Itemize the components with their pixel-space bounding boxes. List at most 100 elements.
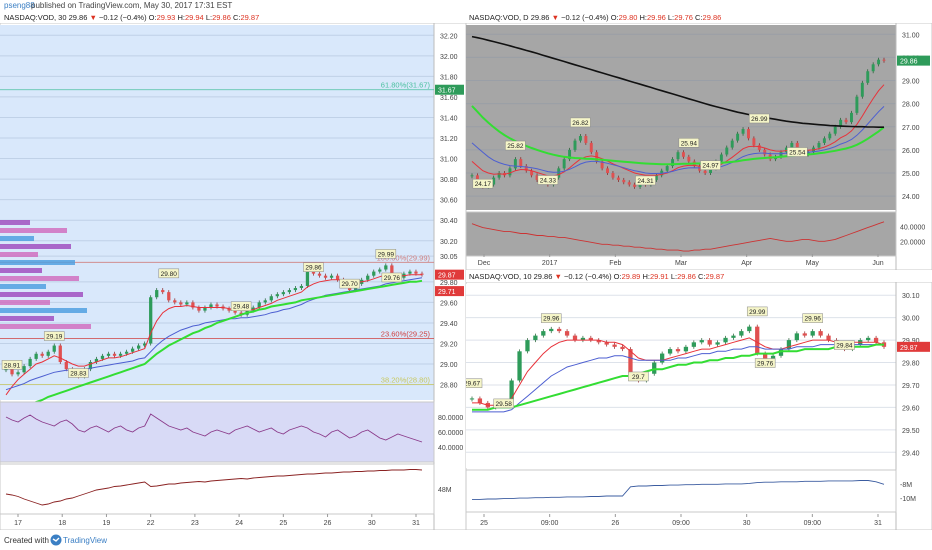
candle-body: [681, 152, 685, 157]
candle-body: [335, 275, 340, 280]
candle-body: [384, 265, 388, 270]
price-flag-label: 25.94: [681, 140, 698, 147]
candle-body: [741, 129, 745, 134]
candle-body: [871, 64, 875, 72]
y-tick-label: 29.00: [902, 79, 920, 86]
y-tick-label: 30.40: [440, 218, 458, 225]
price-flag-label: 29.96: [543, 316, 560, 323]
tradingview-logo-icon: [50, 534, 62, 546]
candle-body: [311, 271, 316, 274]
right-top-chart[interactable]: 31.0030.0029.0028.0027.0026.0025.0024.00…: [466, 23, 932, 270]
y-tick-label: 32.00: [440, 54, 458, 61]
candle-body: [378, 269, 382, 272]
candle-body: [293, 288, 298, 291]
right-top-open: 29.80: [618, 13, 638, 22]
series-line-ema-green: [471, 105, 885, 166]
right-top-symbol[interactable]: NASDAQ:VOD, D: [469, 13, 529, 22]
candle-body: [578, 136, 582, 141]
y-tick-label: 30.80: [440, 177, 458, 184]
price-flag-label: 29.67: [466, 381, 481, 388]
candle-body: [524, 166, 528, 171]
candle-body: [850, 112, 853, 123]
candle-body: [263, 300, 267, 303]
x-tick-label: Jun: [872, 260, 883, 267]
y-tick-label: 31.20: [440, 136, 458, 143]
x-tick-label: 09:00: [672, 520, 690, 527]
candle-body: [299, 285, 304, 289]
candle-body: [10, 369, 14, 375]
price-flag-box: [505, 140, 526, 151]
candle-body: [580, 337, 586, 341]
price-flag-label: 29.80: [161, 271, 178, 278]
indicator-tick-label: 80.0000: [438, 415, 463, 422]
fib-level-label: 100.00%(29.99): [377, 253, 431, 262]
candle-body: [492, 177, 496, 185]
candle-body: [533, 335, 538, 341]
x-tick-label: 30: [743, 520, 751, 527]
left-chart-title-bar: NASDAQ:VOD, 30 29.86 ▼ −0.12 (−0.4%) O:2…: [4, 13, 260, 22]
candle-body: [652, 362, 657, 374]
y-tick-label: 31.00: [902, 32, 920, 39]
price-flag-box: [1, 360, 23, 370]
tradingview-brand[interactable]: TradingView: [63, 536, 108, 545]
candle-body: [34, 353, 38, 359]
author-link[interactable]: pseng88: [4, 1, 35, 10]
candle-body: [203, 307, 207, 311]
right-bottom-symbol[interactable]: NASDAQ:VOD, 10: [469, 272, 532, 281]
y-tick-label: 31.80: [440, 74, 458, 81]
candle-body: [699, 340, 704, 343]
right-bottom-chart[interactable]: 30.10 30.00 29.90 29.80 29.70 29.60 29.50 29.40…: [466, 282, 932, 530]
candle-body: [747, 326, 752, 332]
indicator-tick-label: 60.0000: [438, 430, 463, 437]
left-symbol[interactable]: NASDAQ:VOD, 30: [4, 13, 67, 22]
candle-body: [763, 149, 767, 155]
candle-body: [143, 343, 147, 346]
candle-body: [622, 179, 626, 183]
candle-body: [215, 304, 219, 307]
price-flag-label: 29.86: [305, 265, 322, 272]
candle-body: [209, 304, 213, 308]
y-tick-label: 31.60: [440, 95, 458, 102]
x-tick-label: Dec: [478, 260, 491, 267]
candle-body: [731, 335, 736, 338]
x-tick-label: 19: [103, 520, 111, 527]
price-flag-box: [834, 340, 855, 350]
candle-body: [687, 156, 691, 162]
candle-body: [16, 372, 20, 375]
price-flag-label: 24.33: [540, 177, 557, 184]
candle-body: [329, 275, 334, 278]
candle-body: [715, 342, 720, 345]
x-tick-label: 26: [324, 520, 332, 527]
price-flag-box: [493, 398, 514, 409]
price-flag-label: 29.48: [233, 304, 250, 311]
indicator-line-volume-line: [472, 480, 885, 500]
candle-body: [654, 175, 658, 180]
candle-body: [390, 265, 394, 276]
candle-body: [611, 173, 615, 178]
volume-profile-bar: [0, 276, 79, 281]
candle-body: [58, 345, 62, 362]
series-line-ema-red: [471, 84, 885, 177]
price-flag-box: [537, 175, 559, 185]
candle-body: [557, 168, 561, 178]
y-tick-label: 32.20: [440, 33, 458, 40]
candle-body: [4, 369, 8, 371]
candle-body: [763, 353, 768, 363]
price-flag-box: [472, 178, 494, 189]
volume-profile-bar: [0, 268, 42, 273]
candle-body: [736, 133, 740, 141]
series-line-ema-blue: [472, 344, 884, 413]
candle-body: [752, 138, 756, 146]
price-flag-label: 25.82: [507, 143, 524, 150]
candle-body: [94, 358, 99, 362]
candle-body: [366, 275, 370, 280]
price-flag-box: [339, 278, 360, 289]
candle-body: [275, 294, 279, 297]
candle-body: [855, 96, 859, 113]
down-arrow-icon: ▼: [551, 13, 559, 22]
candle-body: [806, 152, 810, 155]
candle-body: [667, 349, 673, 354]
candle-body: [530, 170, 534, 176]
left-chart[interactable]: 32.20 32.00 31.80 31.60 31.40 31.20 31.00 30.80…: [0, 23, 466, 530]
candle-body: [627, 182, 631, 185]
